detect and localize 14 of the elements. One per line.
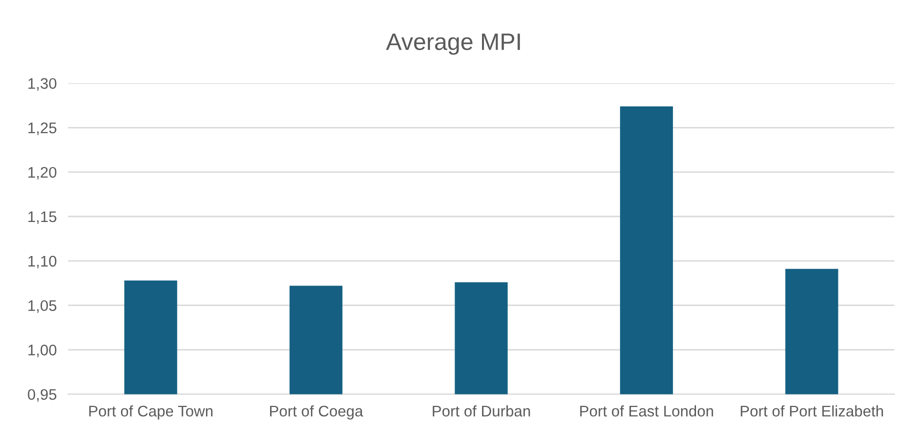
x-tick-label: Port of Coega (270, 405, 364, 420)
y-tick-label: 1,20 (28, 166, 56, 180)
x-tick-label: Port of Durban (432, 405, 530, 417)
x-tick-label: Port of East London (580, 405, 714, 417)
y-tick-label: 1,10 (28, 256, 56, 268)
y-tick-label: 0,95 (28, 389, 56, 402)
y-tick-label: 1,25 (28, 122, 56, 136)
chart-title: Average MPI (386, 34, 520, 55)
y-tick-label: 1,15 (28, 212, 56, 224)
y-tick-label: 1,05 (28, 300, 56, 313)
x-tick-label: Port of Cape Town (89, 405, 212, 420)
x-tick-label: Port of Port Elizabeth (740, 405, 883, 417)
y-tick-label: 1,30 (28, 78, 56, 91)
y-tick-label: 1,00 (28, 344, 56, 358)
